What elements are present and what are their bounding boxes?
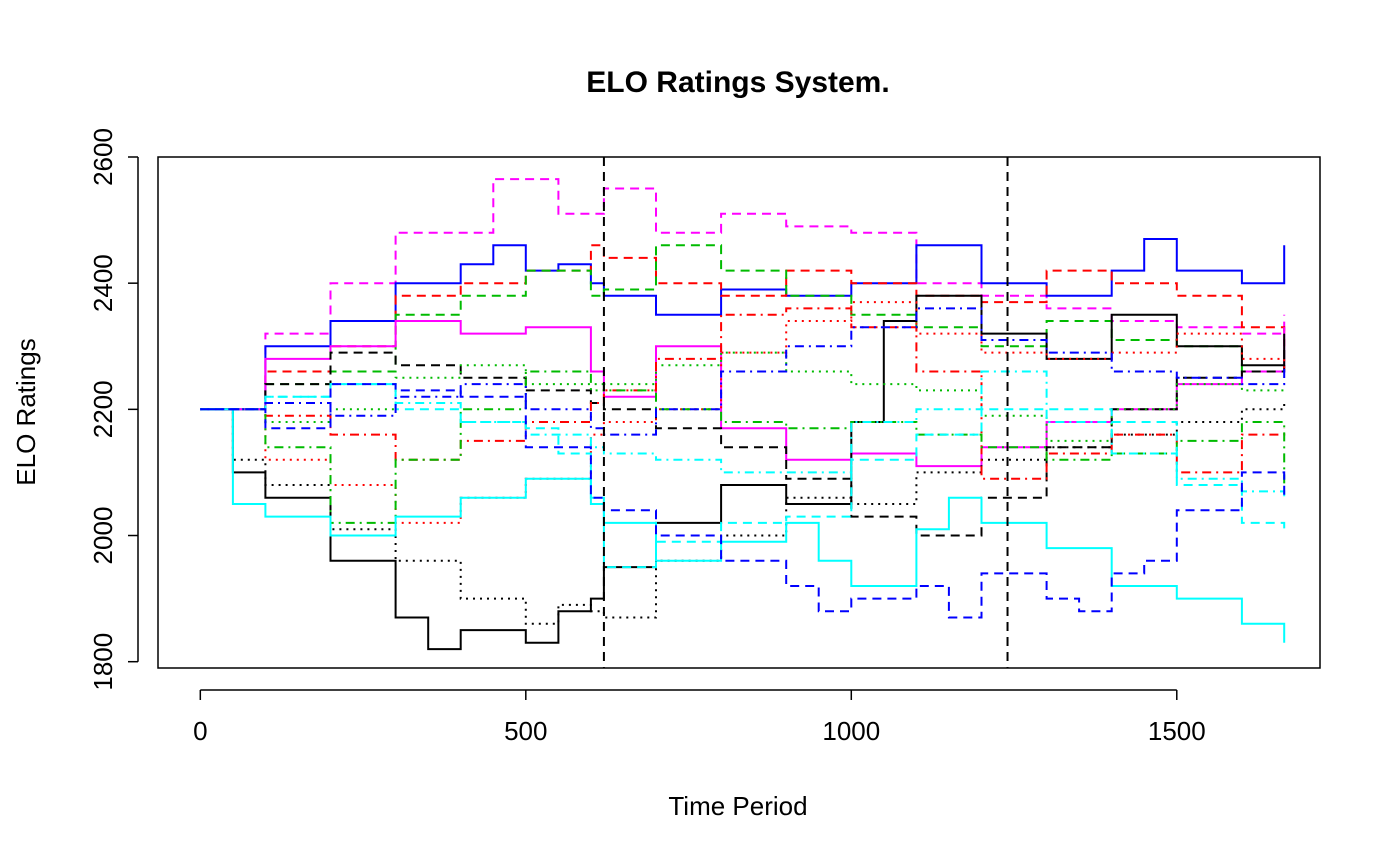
series-line-6 — [200, 346, 1286, 537]
series-line-5 — [200, 320, 1286, 468]
series-line-12 — [200, 370, 1286, 524]
x-axis: 0 500 1000 1500 — [193, 689, 1206, 746]
series-line-13 — [200, 408, 1286, 643]
series-line-16 — [200, 383, 1286, 619]
x-tick-label: 1000 — [822, 716, 880, 746]
x-axis-label: Time Period — [668, 791, 807, 821]
y-axis: 1800 2000 2200 2400 2600 — [88, 128, 139, 691]
y-tick-label: 2600 — [88, 128, 118, 186]
series-line-1 — [200, 178, 1286, 411]
vline-layer — [602, 157, 1009, 668]
y-tick-label: 1800 — [88, 633, 118, 691]
plot-frame — [157, 156, 1321, 669]
series-layer — [200, 178, 1286, 651]
series-line-15 — [200, 370, 1286, 498]
chart-title: ELO Ratings System. — [586, 66, 889, 99]
series-line-9 — [200, 301, 1286, 524]
series-line-2 — [200, 238, 1286, 411]
y-tick-label: 2400 — [88, 254, 118, 312]
y-tick-label: 2000 — [88, 507, 118, 565]
x-tick-label: 1500 — [1148, 716, 1206, 746]
x-tick-label: 500 — [504, 716, 547, 746]
series-line-7 — [200, 294, 1286, 651]
series-line-17 — [200, 307, 1286, 436]
series-line-8 — [200, 403, 1286, 625]
series-line-14 — [200, 383, 1286, 569]
y-axis-label: ELO Ratings — [11, 338, 41, 485]
series-line-3 — [200, 244, 1286, 411]
x-tick-label: 0 — [193, 716, 207, 746]
y-tick-label: 2200 — [88, 380, 118, 438]
series-line-10 — [200, 351, 1285, 442]
